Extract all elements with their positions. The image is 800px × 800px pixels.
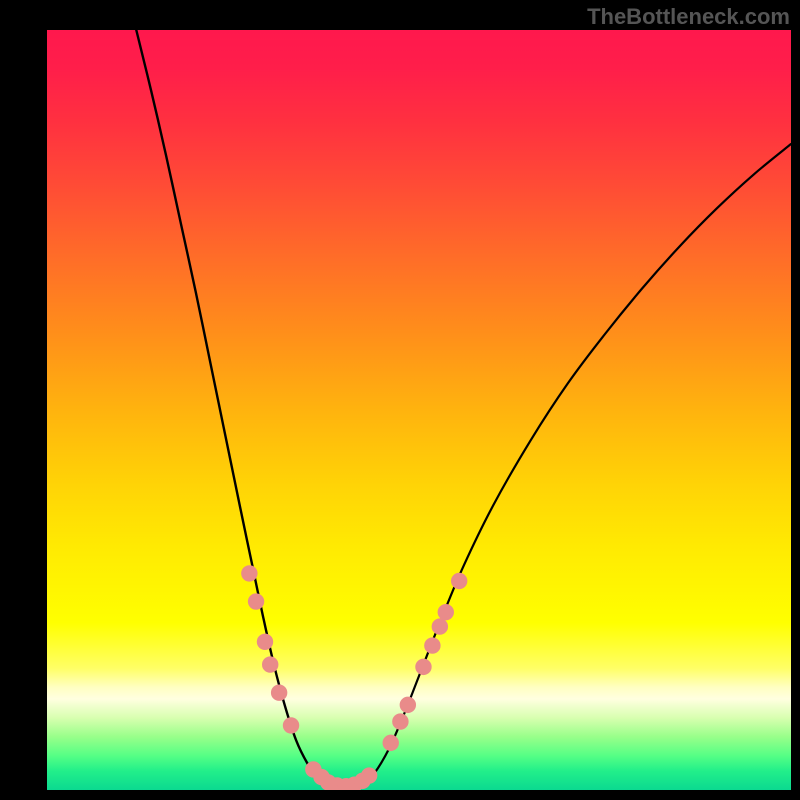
data-marker xyxy=(262,656,278,672)
data-marker xyxy=(248,593,264,609)
data-marker xyxy=(400,697,416,713)
data-marker xyxy=(451,573,467,589)
data-marker xyxy=(415,659,431,675)
data-marker xyxy=(283,717,299,733)
data-marker xyxy=(424,637,440,653)
data-marker xyxy=(383,735,399,751)
data-marker xyxy=(241,565,257,581)
data-marker xyxy=(361,767,377,783)
plot-svg xyxy=(47,30,791,790)
data-marker xyxy=(438,604,454,620)
data-marker xyxy=(257,634,273,650)
data-marker xyxy=(271,685,287,701)
chart-frame: TheBottleneck.com xyxy=(0,0,800,800)
data-marker xyxy=(392,713,408,729)
watermark-text: TheBottleneck.com xyxy=(587,4,790,30)
plot-area xyxy=(47,30,791,790)
data-marker xyxy=(432,618,448,634)
